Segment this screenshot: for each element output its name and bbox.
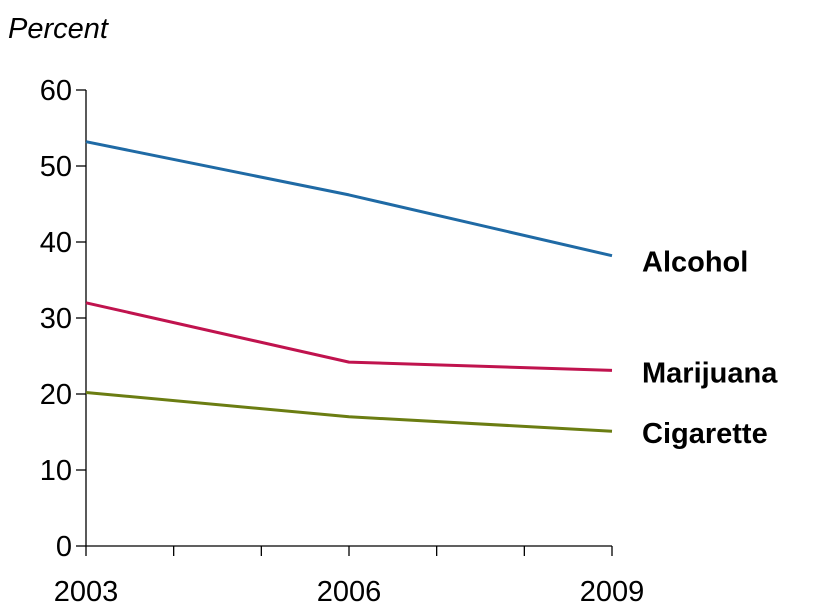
y-tick-label: 50 [40, 151, 72, 183]
series-lines [85, 140, 613, 433]
y-axis-label: Percent [8, 13, 110, 45]
axes [76, 89, 613, 556]
series-line-alcohol [85, 140, 613, 258]
series-label-marijuana: Marijuana [642, 357, 778, 389]
series-line-cigarette [85, 391, 613, 433]
x-tick-label: 2009 [580, 576, 645, 608]
x-tick-label: 2003 [54, 576, 119, 608]
x-tick-labels: 2003 2006 2009 [54, 576, 645, 608]
series-label-cigarette: Cigarette [642, 418, 768, 450]
series-line-marijuana [85, 301, 613, 372]
series-label-alcohol: Alcohol [642, 247, 748, 279]
x-tick-label: 2006 [317, 576, 382, 608]
y-tick-label: 60 [40, 75, 72, 107]
y-tick-label: 0 [56, 531, 72, 563]
y-tick-label: 20 [40, 379, 72, 411]
y-tick-labels: 0 10 20 30 40 50 60 [40, 75, 72, 563]
y-tick-label: 10 [40, 455, 72, 487]
series-labels: Alcohol Marijuana Cigarette [642, 247, 778, 451]
y-tick-label: 30 [40, 303, 72, 335]
y-tick-label: 40 [40, 227, 72, 259]
